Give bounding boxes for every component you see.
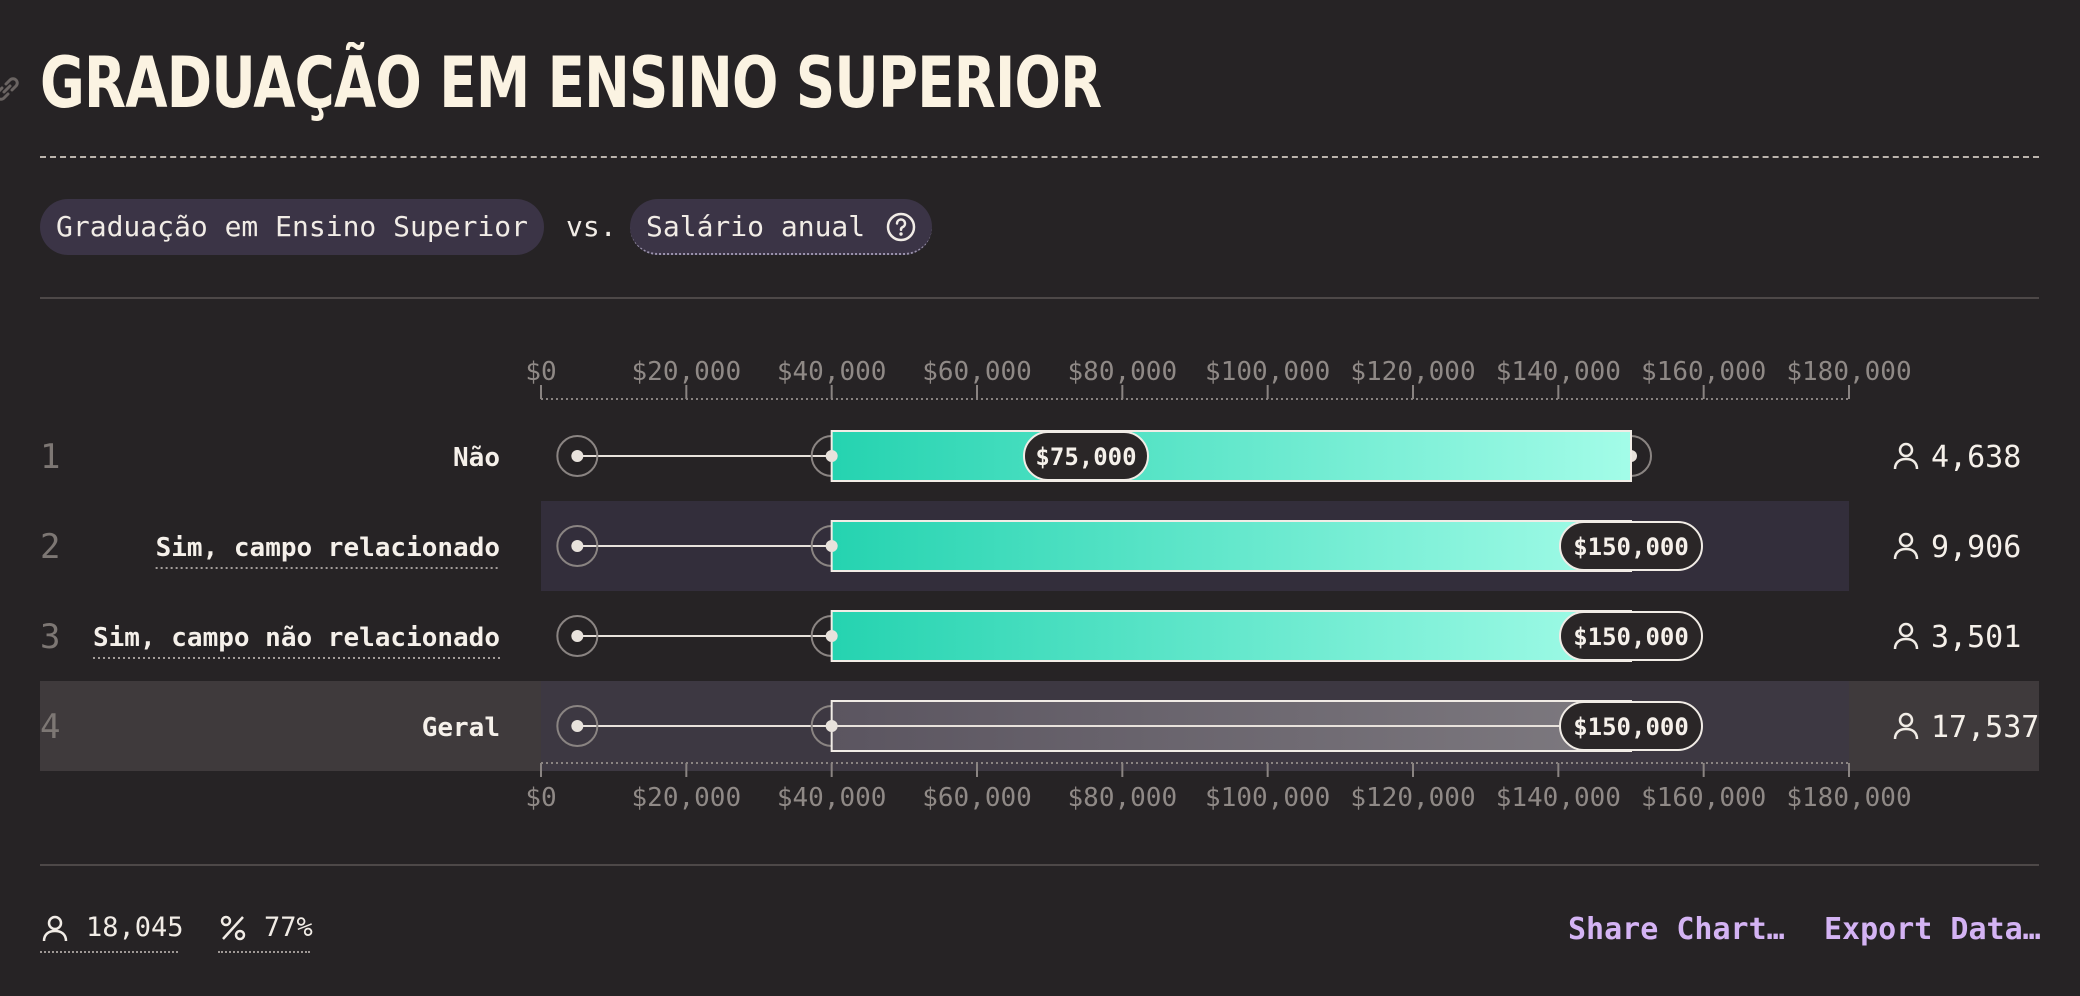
percent-value: 77%	[264, 912, 313, 943]
q1-dot	[825, 540, 838, 552]
whisker-low-ring	[556, 525, 599, 567]
row-label: Sim, campo não relacionado	[93, 623, 500, 653]
median-label: $150,000	[1573, 623, 1689, 651]
axis-tick-label: $100,000	[1205, 783, 1330, 813]
iqr-box	[830, 520, 1632, 572]
row-rank: 3	[40, 617, 60, 657]
person-icon	[1893, 622, 1919, 650]
axis-tick-label: $180,000	[1786, 357, 1911, 387]
share-chart-link[interactable]: Share Chart…	[1568, 912, 1785, 947]
axis-tick-label: $80,000	[1068, 357, 1178, 387]
link-icon[interactable]	[0, 74, 22, 104]
respondents-value: 18,045	[86, 912, 184, 943]
axis-tick-label: $160,000	[1641, 783, 1766, 813]
axis-tick-label: $60,000	[922, 357, 1032, 387]
section-divider-bottom	[40, 864, 2039, 866]
iqr-box	[830, 430, 1632, 482]
percent-icon	[220, 915, 246, 941]
whisker-low-ring	[556, 435, 599, 477]
respondents-count[interactable]: 18,045	[40, 905, 184, 953]
vs-label: vs.	[566, 210, 617, 243]
person-icon-head	[1898, 712, 1914, 728]
iqr-box	[830, 610, 1632, 662]
metric-pill[interactable]: Salário anual	[630, 199, 932, 255]
axis-tick-label: $180,000	[1786, 783, 1911, 813]
median-label: $150,000	[1573, 533, 1689, 561]
whisker-low-dot	[571, 630, 584, 642]
axis-tick-label: $80,000	[1068, 783, 1178, 813]
median-pill	[1559, 521, 1703, 571]
person-icon-head	[1898, 622, 1914, 638]
row-label: Não	[453, 443, 500, 473]
category-pill-label: Graduação em Ensino Superior	[56, 210, 529, 243]
person-icon	[1893, 712, 1919, 740]
axis-tick-label: $120,000	[1350, 783, 1475, 813]
whisker-low-dot	[571, 450, 584, 462]
axis-tick-label: $20,000	[632, 783, 742, 813]
export-data-link[interactable]: Export Data…	[1824, 912, 2041, 947]
whisker-low-dot	[571, 540, 584, 552]
axis-tick-label: $40,000	[777, 783, 887, 813]
help-icon[interactable]	[886, 212, 916, 242]
axis-tick-label: $120,000	[1350, 357, 1475, 387]
median-label: $150,000	[1573, 713, 1689, 741]
axis-tick-label: $160,000	[1641, 357, 1766, 387]
boxplot-chart: $0 $20,000 $40,000 $60,000 $80,000 $100,000 $1…	[40, 357, 2039, 813]
median-label: $75,000	[1035, 443, 1136, 471]
person-icon-body	[1893, 547, 1919, 560]
median-pill	[1559, 701, 1703, 751]
box-row: 1 Não $75,000 4,638	[40, 430, 2021, 482]
axis-tick-label: $0	[525, 783, 556, 813]
axis-tick-label: $100,000	[1205, 357, 1330, 387]
q1-dot	[825, 720, 838, 732]
response-rate[interactable]: 77%	[218, 905, 313, 953]
row-rank: 4	[40, 707, 60, 747]
section-divider-top	[40, 297, 2039, 299]
person-icon	[1893, 532, 1919, 560]
axis-tick-label: $20,000	[632, 357, 742, 387]
row-count: 9,906	[1931, 530, 2021, 565]
person-icon-body	[1893, 637, 1919, 650]
row-label: Geral	[422, 713, 500, 743]
axis-tick-label: $0	[525, 357, 556, 387]
person-icon	[42, 915, 68, 942]
row-label: Sim, campo relacionado	[156, 533, 500, 563]
person-icon-body	[1893, 457, 1919, 470]
row-count: 4,638	[1931, 440, 2021, 475]
row-count: 3,501	[1931, 620, 2021, 655]
box-row: 3 Sim, campo não relacionado $150,000 3,501	[40, 610, 2021, 662]
q1-dot	[825, 630, 838, 642]
axis-tick-label: $140,000	[1496, 357, 1621, 387]
person-icon-head	[1898, 442, 1914, 458]
axis-tick-label: $60,000	[922, 783, 1032, 813]
median-pill	[1559, 611, 1703, 661]
person-icon-head	[1898, 532, 1914, 548]
page-title: GRADUAÇÃO EM ENSINO SUPERIOR	[40, 42, 1102, 124]
box-row: 2 Sim, campo relacionado $150,000 9,906	[40, 520, 2021, 572]
person-icon	[1893, 442, 1919, 470]
median-pill	[1023, 431, 1149, 481]
box-row: 4 Geral $150,000 17,537	[40, 700, 2039, 752]
q1-dot	[825, 450, 838, 462]
row-rank: 1	[40, 437, 60, 477]
person-icon-body	[1893, 727, 1919, 740]
metric-pill-label: Salário anual	[646, 210, 866, 243]
axis-tick-label: $40,000	[777, 357, 887, 387]
whisker-low-dot	[571, 720, 584, 732]
axis-tick-label: $140,000	[1496, 783, 1621, 813]
whisker-low-ring	[556, 615, 599, 657]
row-rank: 2	[40, 527, 60, 567]
row-count: 17,537	[1931, 710, 2039, 745]
category-pill[interactable]: Graduação em Ensino Superior	[40, 199, 545, 255]
title-divider	[40, 156, 2039, 158]
whisker-low-ring	[556, 705, 599, 747]
